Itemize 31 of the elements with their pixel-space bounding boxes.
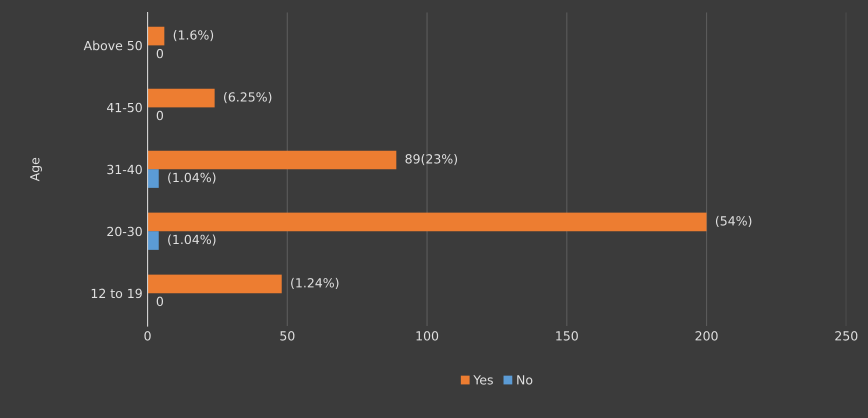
x-tick-label: 250 xyxy=(835,331,858,341)
annotation: (54%) xyxy=(716,216,752,228)
annotation: 89(23%) xyxy=(405,154,458,166)
x-tick-label: 0 xyxy=(144,331,151,341)
bar xyxy=(148,274,282,294)
annotation: 0 xyxy=(156,48,164,58)
annotation: (1.6%) xyxy=(174,30,214,42)
bar xyxy=(148,88,215,108)
annotation: 0 xyxy=(156,110,164,120)
y-tick-label: Above 50 xyxy=(84,40,142,50)
x-tick-label: 100 xyxy=(416,331,438,341)
bar xyxy=(148,26,164,46)
y-axis-title: Age xyxy=(30,158,42,182)
bar xyxy=(148,231,159,250)
legend-label: Yes xyxy=(473,375,493,385)
y-tick-label: 31-40 xyxy=(107,164,142,174)
annotation: 0 xyxy=(156,296,164,306)
x-tick-label: 50 xyxy=(280,331,294,341)
y-tick-label: 20-30 xyxy=(107,226,142,236)
bar xyxy=(148,212,707,232)
annotation: (1.24%) xyxy=(291,278,338,290)
legend-label: No xyxy=(517,375,532,385)
bar xyxy=(148,169,159,188)
annotation: (1.04%) xyxy=(168,234,216,246)
x-tick-label: 200 xyxy=(696,331,718,341)
x-tick-label: 150 xyxy=(556,331,578,341)
y-tick-label: 41-50 xyxy=(106,102,142,112)
bar xyxy=(148,150,396,170)
annotation: (1.04%) xyxy=(168,172,216,184)
annotation: (6.25%) xyxy=(224,92,272,104)
y-tick-label: 12 to 19 xyxy=(92,288,142,298)
